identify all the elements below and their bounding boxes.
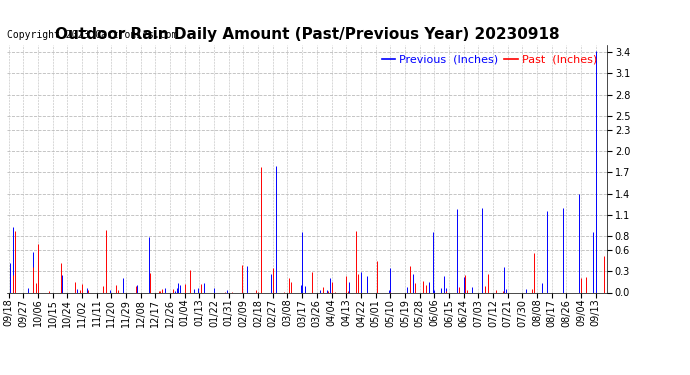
Legend: Previous  (Inches), Past  (Inches): Previous (Inches), Past (Inches) [377,51,602,69]
Text: Copyright 2023 Cartronics.com: Copyright 2023 Cartronics.com [7,30,177,40]
Title: Outdoor Rain Daily Amount (Past/Previous Year) 20230918: Outdoor Rain Daily Amount (Past/Previous… [55,27,560,42]
